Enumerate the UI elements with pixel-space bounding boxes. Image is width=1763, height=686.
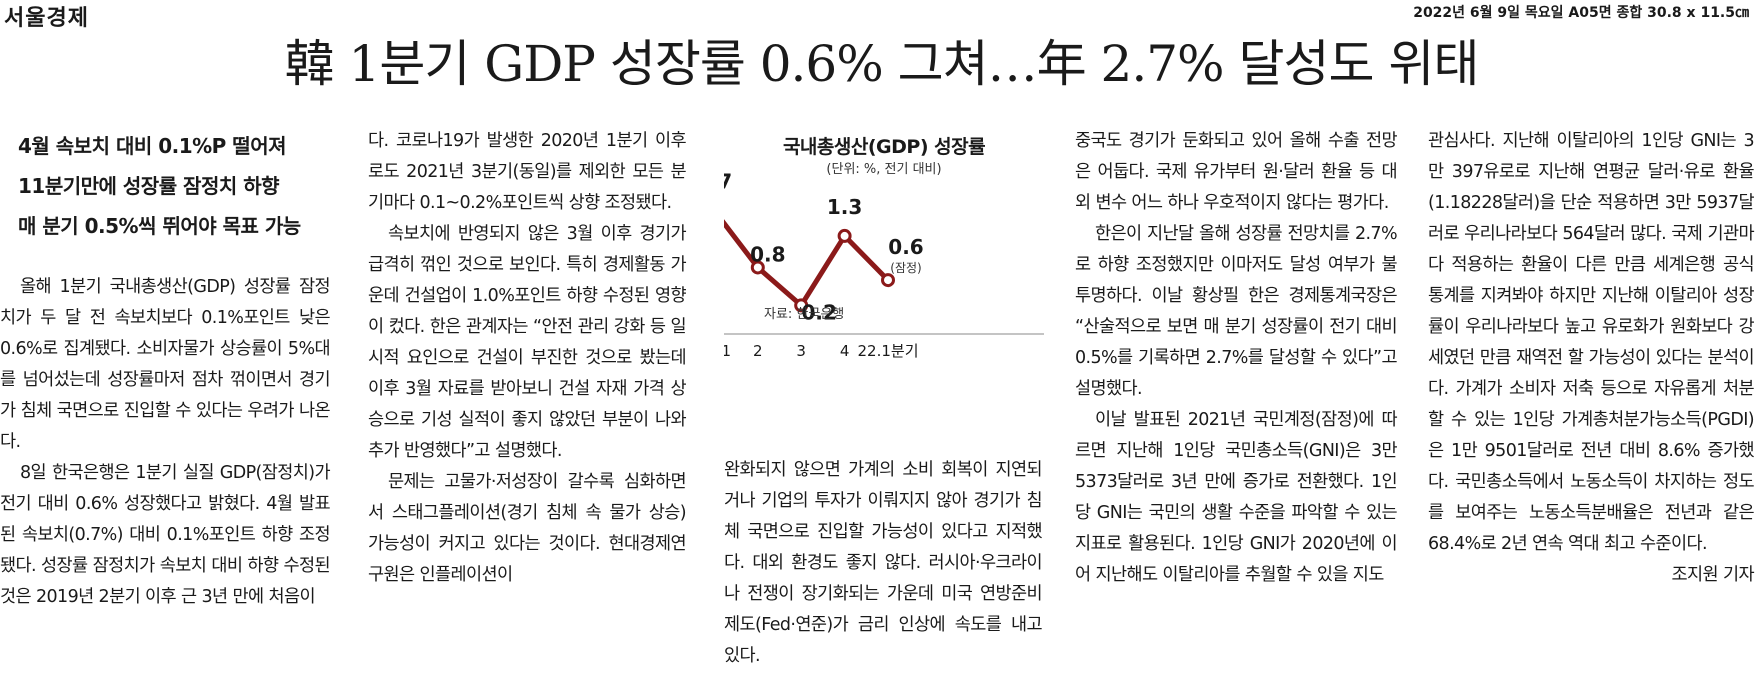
data-label: 0.8 xyxy=(750,242,785,266)
data-point xyxy=(837,228,852,243)
subhead: 11분기만에 성장률 잠정치 하향 xyxy=(18,174,280,198)
byline: 조지원 기자 xyxy=(1671,565,1755,585)
x-tick-label: 22.1분기 xyxy=(858,342,919,360)
article-paragraph: 관심사다. 지난해 이탈리아의 1인당 GNI는 3만 397유로로 지난해 연… xyxy=(1428,131,1755,554)
article-column-5: 관심사다. 지난해 이탈리아의 1인당 GNI는 3만 397유로로 지난해 연… xyxy=(1428,126,1755,585)
headline: 韓 1분기 GDP 성장률 0.6% 그쳐…年 2.7% 달성도 위태 xyxy=(284,35,1480,93)
data-point xyxy=(750,260,765,275)
article-column-2: 다. 코로나19가 발생한 2020년 1분기 이후로도 2021년 3분기(동… xyxy=(368,126,687,591)
article-paragraph: 속보치에 반영되지 않은 3월 이후 경기가 급격히 꺾인 것으로 보인다. 특… xyxy=(368,224,687,461)
x-tick-label: 21.1 xyxy=(724,342,731,360)
article-paragraph: 8일 한국은행은 1분기 실질 GDP(잠정치)가 전기 대비 0.6% 성장했… xyxy=(0,463,331,607)
data-point xyxy=(794,298,809,313)
subhead: 매 분기 0.5%씩 뛰어야 목표 가능 xyxy=(18,214,301,238)
x-tick-label: 2 xyxy=(753,342,763,360)
article-paragraph: 문제는 고물가·저성장이 갈수록 심화하면서 스태그플레이션(경기 침체 속 물… xyxy=(368,472,687,585)
article-paragraph: 중국도 경기가 둔화되고 있어 올해 수출 전망은 어둡다. 국제 유가부터 원… xyxy=(1075,131,1398,213)
data-point xyxy=(881,273,895,288)
provisional-annotation: (잠정) xyxy=(890,261,921,275)
data-label: 1.3 xyxy=(827,195,862,219)
chart-title: 국내총생산(GDP) 성장률 xyxy=(782,136,986,158)
chart-unit: (단위: %, 전기 대비) xyxy=(826,162,942,177)
newspaper-name: 서울경제 xyxy=(4,6,89,31)
article-column-3: 완화되지 않으면 가계의 소비 회복이 지연되거나 기업의 투자가 이뤄지지 않… xyxy=(724,455,1043,672)
chart-plot: 1.220.41.721.10.820.231.340.622.1분기(잠정)자… xyxy=(724,170,1044,360)
article-paragraph: 다. 코로나19가 발생한 2020년 1분기 이후로도 2021년 3분기(동… xyxy=(368,131,687,213)
data-label: 0.6 xyxy=(888,235,923,259)
publication-info: 2022년 6월 9일 목요일 A05면 종합 30.8 x 11.5㎝ xyxy=(1413,5,1749,21)
article-paragraph: 이날 발표된 2021년 국민계정(잠정)에 따르면 지난해 1인당 국민총소득… xyxy=(1075,410,1398,585)
subhead: 4월 속보치 대비 0.1%P 떨어져 xyxy=(18,134,287,158)
article-column-1: 4월 속보치 대비 0.1%P 떨어져 11분기만에 성장률 잠정치 하향 매 … xyxy=(0,126,331,613)
article-column-4: 중국도 경기가 둔화되고 있어 올해 수출 전망은 어둡다. 국제 유가부터 원… xyxy=(1075,126,1398,591)
data-label: 0.2 xyxy=(801,300,836,324)
x-tick-label: 4 xyxy=(840,342,850,360)
gdp-growth-chart: 국내총생산(GDP) 성장률 (단위: %, 전기 대비) 1.220.41.7… xyxy=(724,128,1044,418)
article-paragraph: 한은이 지난달 올해 성장률 전망치를 2.7%로 하향 조정했지만 이마저도 … xyxy=(1075,224,1398,399)
subheads: 4월 속보치 대비 0.1%P 떨어져 11분기만에 성장률 잠정치 하향 매 … xyxy=(0,126,330,246)
x-tick-label: 3 xyxy=(796,342,806,360)
data-label: 1.7 xyxy=(724,170,732,194)
article-paragraph: 완화되지 않으면 가계의 소비 회복이 지연되거나 기업의 투자가 이뤄지지 않… xyxy=(724,460,1043,666)
series-line xyxy=(724,219,890,308)
chart-source: 자료: 한국은행 xyxy=(764,306,844,322)
article-paragraph: 올해 1분기 국내총생산(GDP) 성장률 잠정치가 두 달 전 속보치보다 0… xyxy=(0,277,331,452)
